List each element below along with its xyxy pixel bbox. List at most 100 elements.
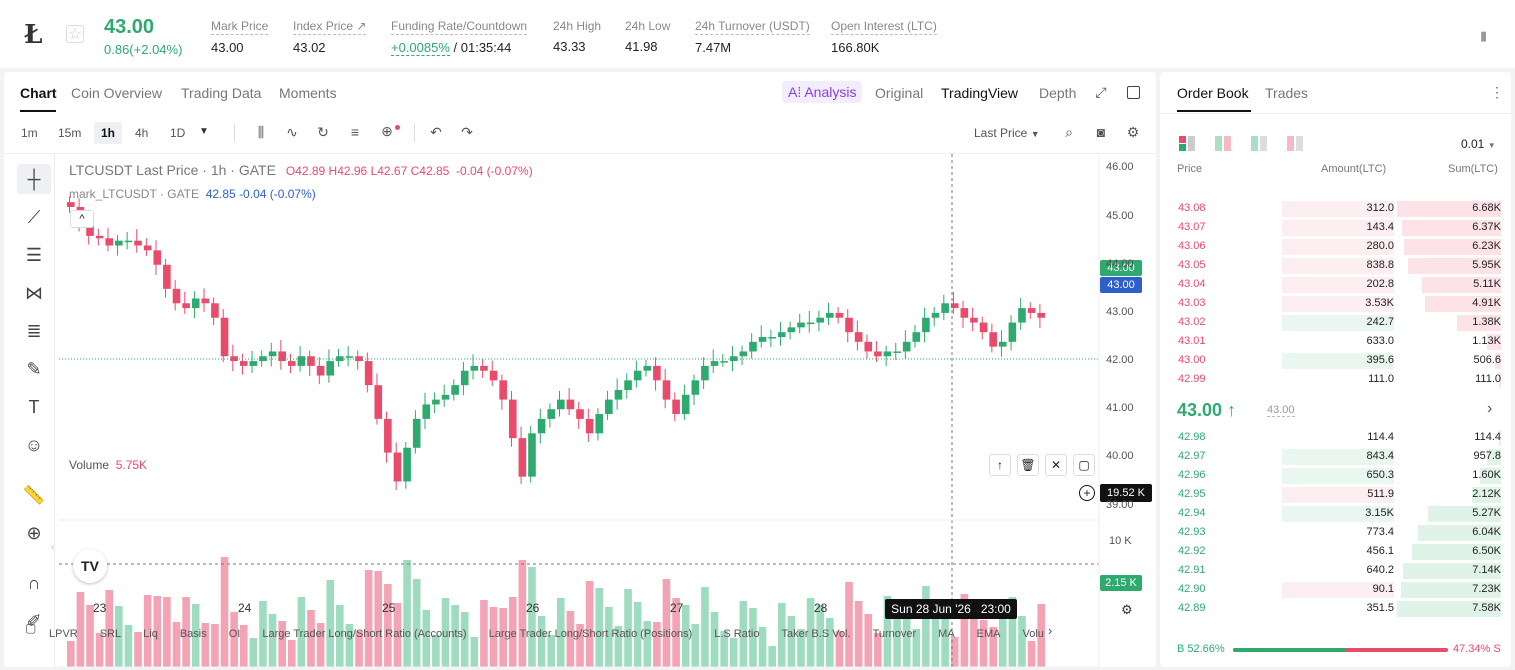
ask-row[interactable]: 43.00 395.6 506.6	[1178, 352, 1501, 371]
templates-icon[interactable]: ≡	[350, 124, 360, 140]
tab-coin-overview[interactable]: Coin Overview	[71, 85, 163, 101]
zoom-in-tool-icon[interactable]: ⊕	[26, 523, 42, 543]
analysis-button[interactable]: A⁞ Analysis	[782, 81, 863, 103]
tf-1m[interactable]: 1m	[21, 126, 38, 140]
tab-trades[interactable]: Trades	[1265, 85, 1309, 101]
pane-up-icon[interactable]: ↑	[989, 454, 1011, 476]
indicator-item[interactable]: MA	[938, 628, 955, 640]
view-asks-icon[interactable]	[1287, 136, 1303, 151]
price-type-select[interactable]: Last Price ▼	[974, 126, 1040, 140]
tab-chart[interactable]: Chart	[20, 85, 57, 101]
mid-expand-icon[interactable]: ›	[1487, 400, 1493, 417]
trend-line-tool-icon[interactable]: ⟋	[27, 207, 41, 227]
pattern-tool-icon[interactable]: ⋈	[25, 283, 43, 303]
add-alert-icon[interactable]: ⊕	[381, 123, 393, 139]
view-mixed-icon[interactable]	[1215, 136, 1231, 151]
bid-row[interactable]: 42.95 511.9 2.12K	[1178, 486, 1501, 505]
view-bids-icon[interactable]	[1251, 136, 1267, 151]
view-depth[interactable]: Depth	[1039, 85, 1077, 101]
mid-mark-price[interactable]: 43.00	[1267, 404, 1295, 417]
candle-type-icon[interactable]: ⫼	[257, 124, 265, 140]
indicator-item[interactable]: Large Trader Long/Short Ratio (Accounts)	[262, 628, 467, 640]
tf-1h[interactable]: 1h	[94, 122, 123, 144]
indicator-item[interactable]: SRL	[99, 628, 122, 640]
crosshair-tool-icon[interactable]: ┼	[17, 164, 51, 194]
ruler-tool-icon[interactable]: 📏	[22, 485, 46, 505]
tf-4h[interactable]: 4h	[135, 126, 149, 140]
price-chart[interactable]	[59, 154, 1156, 667]
fib-tool-icon[interactable]: ≣	[26, 321, 42, 341]
lock-pen-tool-icon[interactable]: ✐	[26, 611, 42, 631]
ask-row[interactable]: 43.07 143.4 6.37K	[1178, 219, 1501, 238]
replay-icon[interactable]: ↻	[317, 124, 329, 140]
brush-tool-icon[interactable]: ✎	[26, 359, 42, 379]
pane-maximize-icon[interactable]: ▢	[1073, 454, 1095, 476]
tf-1d[interactable]: 1D	[170, 126, 186, 140]
undo-icon[interactable]: ↶	[430, 124, 442, 140]
indicator-item[interactable]: Volume	[1022, 628, 1044, 640]
indicators-icon[interactable]: ∿	[286, 124, 298, 140]
view-both-icon[interactable]	[1179, 136, 1195, 151]
bid-row[interactable]: 42.97 843.4 957.8	[1178, 448, 1501, 467]
redo-icon[interactable]: ↷	[461, 124, 473, 140]
window-icon[interactable]	[1127, 86, 1140, 99]
magnet-tool-icon[interactable]: ∩	[27, 573, 41, 593]
pane-delete-icon[interactable]: 🗑	[1017, 454, 1039, 476]
stat-24h-turnover[interactable]: 24h Turnover (USDT) 7.47M	[695, 19, 810, 55]
emoji-tool-icon[interactable]: ☺	[24, 435, 44, 455]
view-tradingview[interactable]: TradingView	[941, 85, 1019, 101]
stat-mark-price[interactable]: Mark Price 43.00	[211, 19, 269, 55]
tf-15m[interactable]: 15m	[58, 126, 82, 140]
indicator-item[interactable]: EMA	[976, 628, 1001, 640]
stat-open-interest[interactable]: Open Interest (LTC) 166.80K	[831, 19, 937, 55]
bid-row[interactable]: 42.93 773.4 6.04K	[1178, 524, 1501, 543]
indicator-item[interactable]: Turnover	[872, 628, 917, 640]
bid-row[interactable]: 42.91 640.2 7.14K	[1178, 562, 1501, 581]
more-options-icon[interactable]: ⋮	[1490, 84, 1504, 100]
indicator-strip-icon[interactable]: ▢	[25, 621, 37, 635]
tf-dropdown-icon[interactable]: ▼	[199, 126, 209, 137]
bid-row[interactable]: 42.89 351.5 7.58K	[1178, 600, 1501, 619]
precision-select[interactable]: 0.01 ▼	[1461, 137, 1496, 151]
add-marker-icon[interactable]: +	[1079, 485, 1095, 501]
indicator-item[interactable]: OI	[228, 628, 241, 640]
ask-row[interactable]: 43.03 3.53K 4.91K	[1178, 295, 1501, 314]
ask-row[interactable]: 43.06 280.0 6.23K	[1178, 238, 1501, 257]
indicator-item[interactable]: Liq	[143, 628, 158, 640]
bid-row[interactable]: 42.96 650.3 1.60K	[1178, 467, 1501, 486]
chart-settings-icon[interactable]: ⚙	[1121, 602, 1133, 617]
tradingview-logo-icon[interactable]: TV	[73, 549, 107, 583]
ask-row[interactable]: 42.99 111.0 111.0	[1178, 371, 1501, 390]
text-tool-icon[interactable]: T	[28, 397, 40, 417]
stat-index-price[interactable]: Index Price ↗ 43.02	[293, 19, 367, 55]
tab-order-book[interactable]: Order Book	[1177, 85, 1249, 101]
bid-row[interactable]: 42.98 114.4 114.4	[1178, 429, 1501, 448]
view-original[interactable]: Original	[875, 85, 924, 101]
pane-collapse-icon[interactable]: ✕	[1045, 454, 1067, 476]
scroll-left-icon[interactable]: ‹	[51, 542, 55, 553]
indicator-item[interactable]: Taker B.S Vol.	[781, 628, 851, 640]
fullscreen-icon[interactable]: ⤢	[1095, 84, 1107, 100]
favorite-star-icon[interactable]: ☆	[66, 25, 84, 43]
ask-row[interactable]: 43.05 838.8 5.95K	[1178, 257, 1501, 276]
indicator-item[interactable]: LPVR	[49, 628, 78, 640]
ask-row[interactable]: 43.04 202.8 5.11K	[1178, 276, 1501, 295]
camera-icon[interactable]: ◙	[1096, 124, 1106, 140]
search-icon[interactable]: ⌕	[1065, 124, 1073, 140]
ask-row[interactable]: 43.02 242.7 1.38K	[1178, 314, 1501, 333]
bid-row[interactable]: 42.94 3.15K 5.27K	[1178, 505, 1501, 524]
tab-trading-data[interactable]: Trading Data	[181, 85, 262, 101]
indicator-item[interactable]: L.S Ratio	[714, 628, 760, 640]
horizontal-lines-tool-icon[interactable]: ☰	[25, 245, 43, 265]
funding-rate-value[interactable]: +0.0085%	[391, 40, 450, 56]
settings-gear-icon[interactable]: ⚙	[1126, 124, 1140, 140]
book-icon[interactable]: ▮	[1480, 28, 1488, 43]
bid-row[interactable]: 42.90 90.1 7.23K	[1178, 581, 1501, 600]
ask-row[interactable]: 43.08 312.0 6.68K	[1178, 200, 1501, 219]
indicator-item[interactable]: Basis	[179, 628, 207, 640]
indicator-next-icon[interactable]: ›	[1048, 623, 1053, 638]
tab-moments[interactable]: Moments	[279, 85, 337, 101]
stat-funding-rate[interactable]: Funding Rate/Countdown +0.0085% / 01:35:4…	[391, 19, 528, 56]
bid-row[interactable]: 42.92 456.1 6.50K	[1178, 543, 1501, 562]
collapse-legend-icon[interactable]: ^	[70, 210, 94, 228]
